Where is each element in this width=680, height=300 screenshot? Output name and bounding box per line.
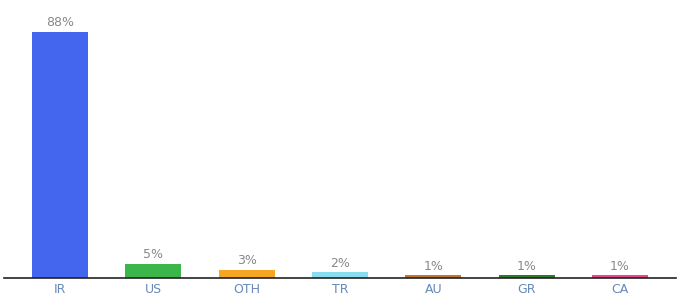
Bar [405,275,461,278]
Bar [32,32,88,278]
Text: 2%: 2% [330,257,350,270]
Bar [592,275,648,278]
Bar [498,275,555,278]
Text: 1%: 1% [424,260,443,273]
Bar [219,270,275,278]
Text: 1%: 1% [517,260,537,273]
Text: 5%: 5% [143,248,163,261]
Text: 3%: 3% [237,254,256,267]
Text: 88%: 88% [46,16,74,29]
Bar [125,264,182,278]
Text: 1%: 1% [610,260,630,273]
Bar [312,272,368,278]
